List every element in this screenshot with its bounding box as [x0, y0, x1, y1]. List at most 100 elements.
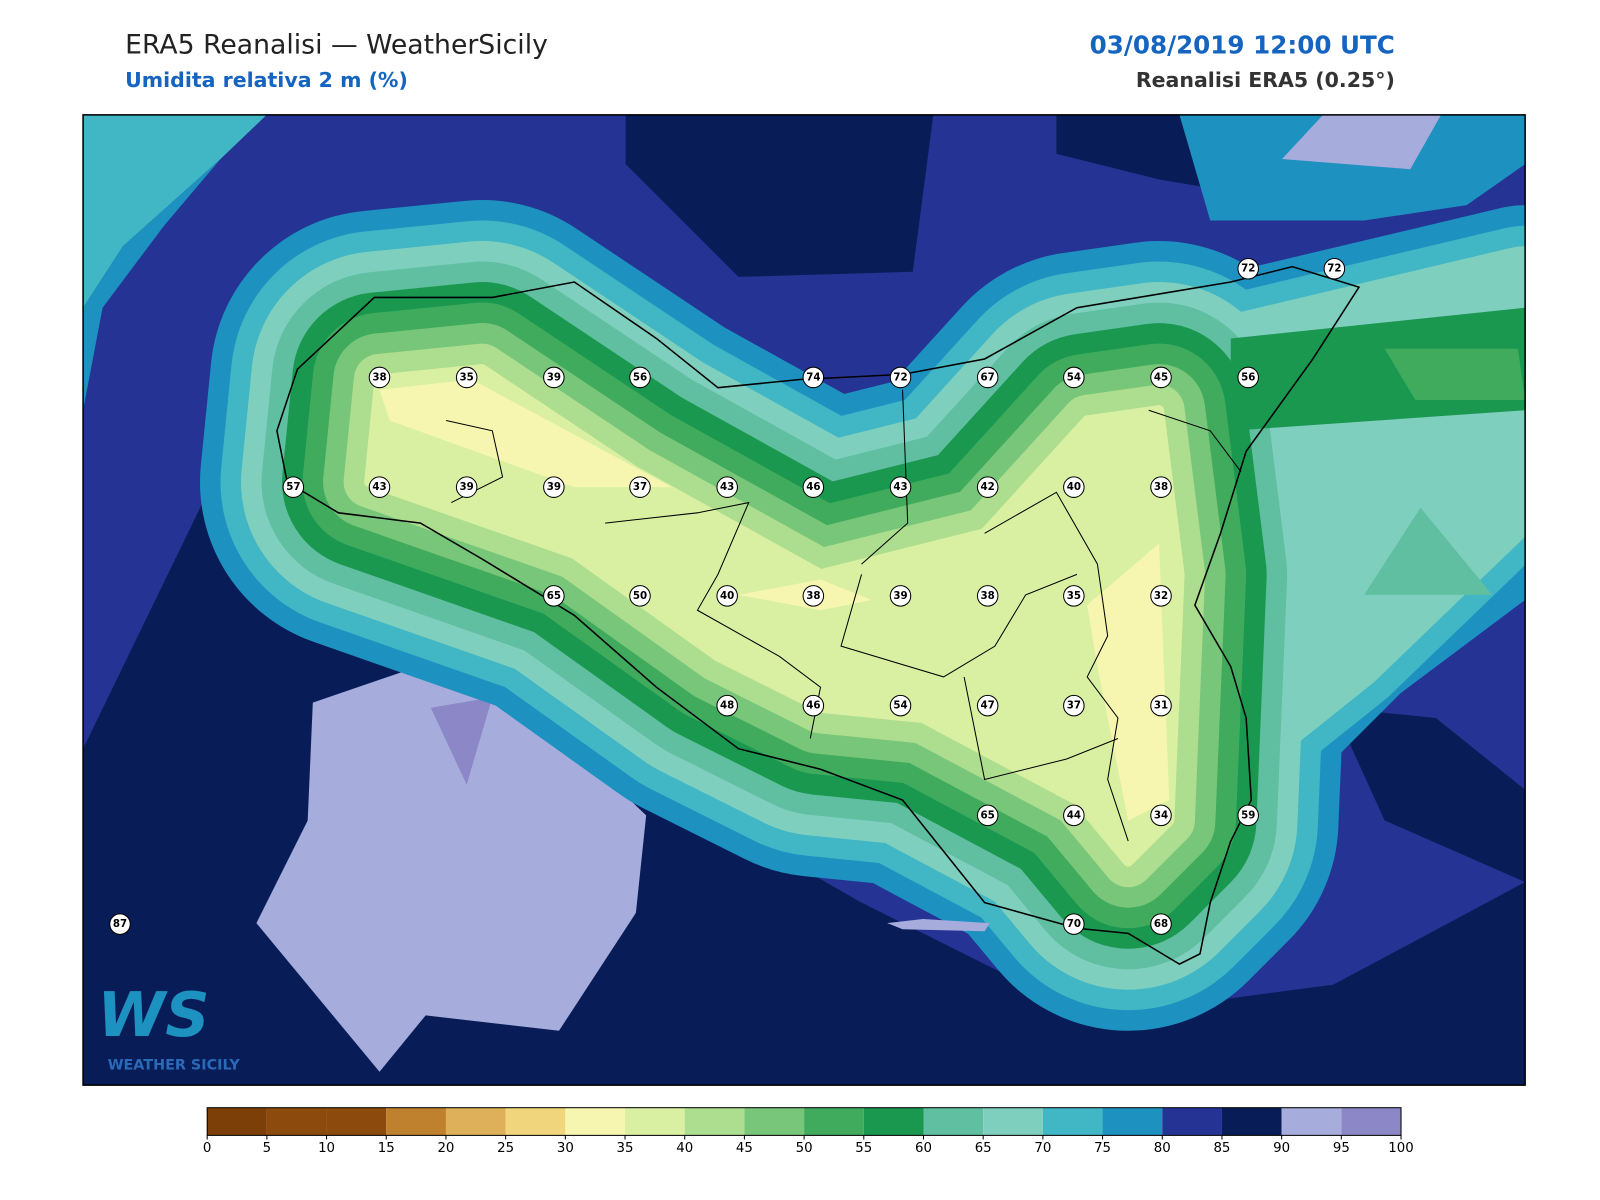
station-marker: [1150, 694, 1172, 717]
station-value: 43: [720, 481, 734, 493]
station-value: 47: [981, 700, 995, 712]
station-value: 40: [720, 590, 734, 602]
station-marker: [629, 585, 651, 607]
station-value: 35: [1067, 590, 1081, 602]
station-marker: [1150, 366, 1172, 389]
colorbar-swatch: [1102, 1107, 1163, 1136]
station-value: 68: [1154, 918, 1168, 930]
station-value: 45: [1154, 371, 1168, 383]
colorbar: 0 5 10 15 20 25 30 35 40 45 50 55 60 65 70 75 80 85 90 95 10…: [203, 1107, 1414, 1156]
colorbar-swatch: [1162, 1107, 1222, 1136]
colorbar-tick-label: 70: [1034, 1141, 1051, 1156]
station-value: 42: [981, 481, 995, 493]
colorbar-swatch: [326, 1107, 387, 1136]
colorbar-swatch: [983, 1107, 1043, 1136]
colorbar-tick-label: 20: [437, 1141, 454, 1156]
station-marker: [1063, 804, 1085, 827]
station-value: 50: [633, 590, 647, 602]
station-value: 46: [806, 481, 820, 493]
datetime: 03/08/2019 12:00 UTC: [1090, 30, 1395, 59]
colorbar-tick-label: 65: [975, 1141, 992, 1156]
station-value: 74: [806, 371, 820, 383]
station-value: 39: [547, 371, 561, 383]
colorbar-swatch: [863, 1107, 924, 1136]
station-marker: [543, 366, 565, 389]
station-marker: [716, 585, 738, 607]
station-value: 38: [806, 590, 820, 602]
source: Reanalisi ERA5 (0.25°): [1136, 68, 1395, 92]
colorbar-swatch: [684, 1107, 745, 1136]
station-value: 56: [633, 371, 647, 383]
colorbar-swatch: [266, 1107, 327, 1136]
station-marker: [976, 476, 999, 498]
map-frame: [82, 114, 1526, 1086]
colorbar-swatch: [804, 1107, 864, 1136]
station-value: 38: [372, 371, 386, 383]
station-marker: [1237, 257, 1259, 280]
title: ERA5 Reanalisi — WeatherSicily: [125, 29, 548, 60]
station-marker: [455, 366, 478, 389]
station-marker: [802, 366, 825, 389]
station-marker: [109, 913, 131, 935]
colorbar-tick-label: 25: [497, 1141, 514, 1156]
station-marker: [976, 804, 999, 827]
humidity-field: 72 72 38 35 39 56 74 72 67 54 45 56 57 43 39 39 37 43 46 43…: [83, 114, 1526, 1086]
station-marker: [1063, 366, 1085, 389]
station-value: 54: [1067, 371, 1081, 383]
colorbar-tick-label: 45: [736, 1141, 753, 1156]
station-value: 37: [633, 481, 647, 493]
station-value: 87: [113, 918, 127, 930]
station-marker: [629, 366, 651, 389]
province-borders: [446, 389, 1242, 842]
station-value: 34: [1154, 809, 1168, 821]
station-value: 65: [547, 590, 561, 602]
station-value: 35: [460, 371, 474, 383]
station-value: 65: [981, 809, 995, 821]
station-marker: [368, 476, 391, 498]
station-value: 72: [1327, 263, 1341, 275]
colorbar-tick-label: 90: [1273, 1141, 1290, 1156]
station-value: 38: [981, 590, 995, 602]
colorbar-swatch: [445, 1107, 506, 1136]
logo-mark: WS: [97, 979, 209, 1051]
station-marker: [1150, 804, 1172, 827]
station-marker: [976, 585, 999, 607]
colorbar-tick-label: 10: [318, 1141, 335, 1156]
station-value: 31: [1154, 700, 1168, 712]
station-marker: [1323, 257, 1346, 280]
station-value: 40: [1067, 481, 1081, 493]
station-marker: [716, 694, 738, 717]
station-marker: [1237, 804, 1259, 827]
station-value: 37: [1067, 700, 1081, 712]
station-marker: [368, 366, 391, 389]
colorbar-swatch: [625, 1107, 685, 1136]
station-marker: [889, 585, 912, 607]
station-value: 72: [1241, 263, 1255, 275]
colorbar-swatch: [1281, 1107, 1342, 1136]
station-marker: [1237, 366, 1259, 389]
colorbar-tick-label: 95: [1333, 1141, 1350, 1156]
colorbar-swatch: [207, 1107, 267, 1136]
station-value: 56: [1241, 371, 1255, 383]
station-marker: [1063, 585, 1085, 607]
station-marker: [282, 476, 305, 498]
colorbar-tick-label: 40: [676, 1141, 693, 1156]
subtitle: Umidita relativa 2 m (%): [125, 68, 408, 92]
colorbar-swatch: [1341, 1107, 1402, 1136]
colorbar-tick-label: 15: [378, 1141, 395, 1156]
station-marker: [543, 585, 565, 607]
station-marker: [716, 476, 738, 498]
colorbar-swatch: [744, 1107, 805, 1136]
station-value: 39: [893, 590, 907, 602]
colorbar-swatch: [1042, 1107, 1103, 1136]
station-value: 54: [893, 700, 907, 712]
station-marker: [1150, 476, 1172, 498]
station-marker: [1063, 476, 1085, 498]
station-value: 59: [1241, 809, 1255, 821]
logo-name: WEATHER SICILY: [108, 1058, 241, 1074]
colorbar-swatch: [565, 1107, 626, 1136]
station-marker: [1063, 694, 1085, 717]
colorbar-swatch: [1221, 1107, 1282, 1136]
